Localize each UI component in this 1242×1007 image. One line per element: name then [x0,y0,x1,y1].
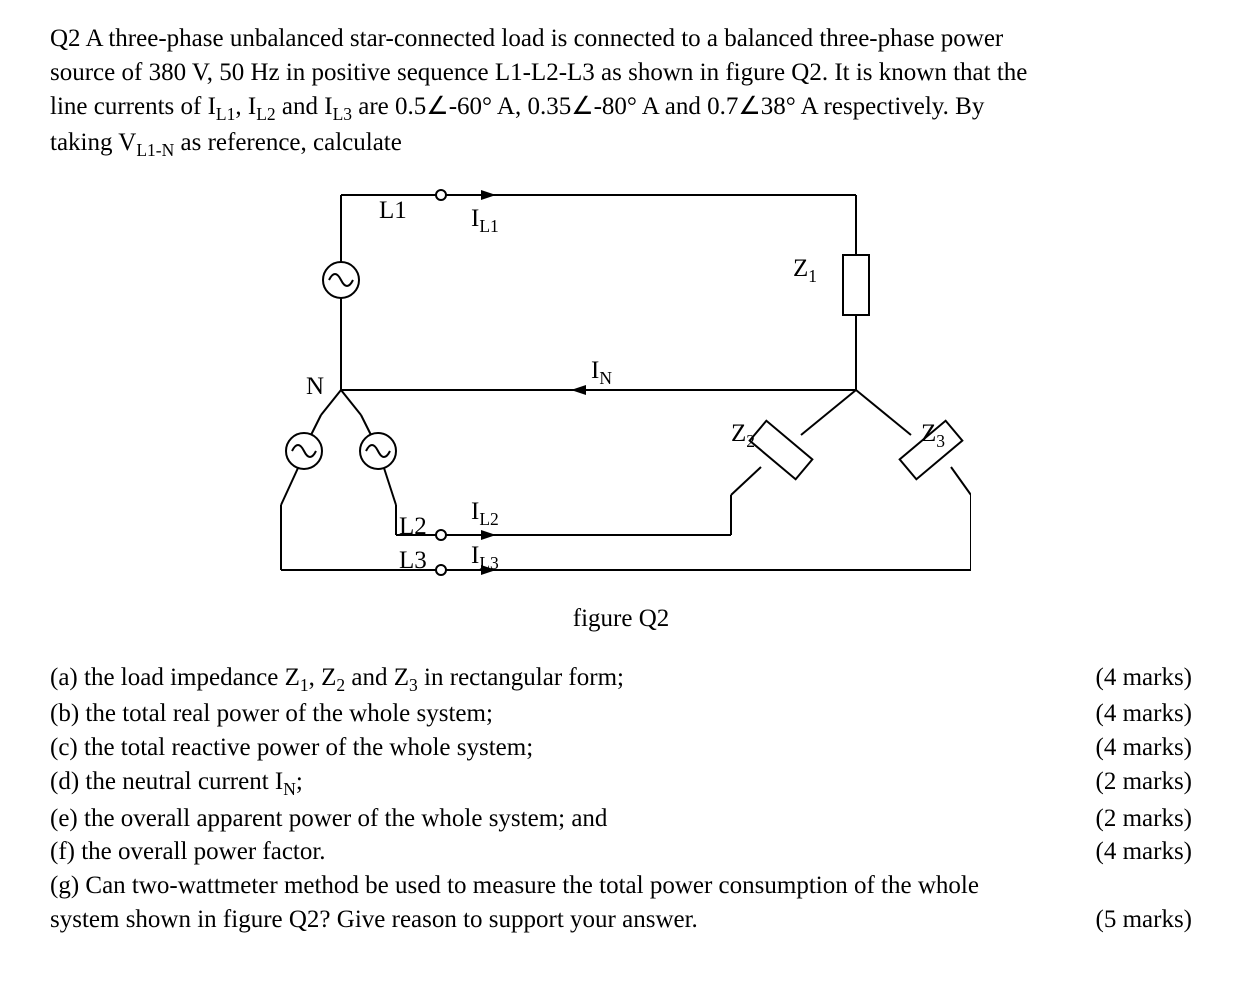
label-il3: IL3 [471,542,499,574]
q-line3d: are 0.5∠-60° A, 0.35∠-80° A and 0.7∠38° … [352,93,984,120]
marks-d: (2 marks) [1056,765,1193,802]
q-line3b: , I [235,93,256,120]
q-line1: A three-phase unbalanced star-connected … [85,25,1003,52]
figure-container: L1 IL1 N IN Z1 Z2 Z3 L2 L3 IL2 IL3 [50,175,1192,595]
part-d: (d) the neutral current IN; (2 marks) [50,765,1192,802]
q-line3c: and I [276,93,333,120]
part-f: (f) the overall power factor. (4 marks) [50,835,1192,869]
marks-g: (5 marks) [1056,903,1193,937]
marks-e: (2 marks) [1056,802,1193,836]
marks-b: (4 marks) [1056,697,1193,731]
part-g-line1: (g) Can two-wattmeter method be used to … [50,869,1192,903]
label-n: N [306,373,324,401]
circuit-figure: L1 IL1 N IN Z1 Z2 Z3 L2 L3 IL2 IL3 [271,175,971,595]
q-sub-l2: L2 [256,104,275,124]
q-line4b: as reference, calculate [174,129,402,156]
marks-f: (4 marks) [1056,835,1193,869]
label-z2: Z2 [731,420,755,452]
circuit-svg [271,175,971,595]
q-sub-l1: L1 [216,104,235,124]
label-l2: L2 [399,513,427,541]
q-line4a: taking V [50,129,136,156]
label-z3: Z3 [921,420,945,452]
label-il2: IL2 [471,498,499,530]
label-il1: IL1 [471,205,499,237]
part-a: (a) the load impedance Z1, Z2 and Z3 in … [50,661,1192,698]
label-l1: L1 [379,197,407,225]
question-text: Q2 A three-phase unbalanced star-connect… [50,22,1192,163]
q-sub-l3: L3 [333,104,352,124]
part-b: (b) the total real power of the whole sy… [50,697,1192,731]
label-l3: L3 [399,547,427,575]
q-line2: source of 380 V, 50 Hz in positive seque… [50,59,1027,86]
parts-list: (a) the load impedance Z1, Z2 and Z3 in … [50,661,1192,937]
part-c: (c) the total reactive power of the whol… [50,731,1192,765]
marks-c: (4 marks) [1056,731,1193,765]
part-e: (e) the overall apparent power of the wh… [50,802,1192,836]
q-sub-l1n: L1-N [136,140,174,160]
label-in: IN [591,357,612,389]
q-prefix: Q2 [50,25,85,52]
figure-caption: figure Q2 [50,605,1192,633]
part-g-line2: system shown in figure Q2? Give reason t… [50,903,1192,937]
marks-a: (4 marks) [1056,661,1193,698]
q-line3a: line currents of I [50,93,216,120]
label-z1: Z1 [793,255,817,287]
